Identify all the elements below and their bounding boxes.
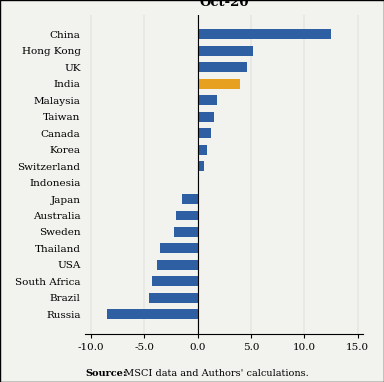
Bar xyxy=(197,46,253,56)
Bar xyxy=(197,62,247,72)
Bar xyxy=(197,178,199,188)
Bar xyxy=(149,293,197,303)
Bar xyxy=(107,309,197,319)
Bar xyxy=(197,112,214,122)
Bar xyxy=(152,277,197,286)
Bar xyxy=(197,96,217,105)
Bar xyxy=(197,145,207,155)
Bar xyxy=(197,29,331,39)
Bar xyxy=(197,79,240,89)
Bar xyxy=(157,260,197,270)
Bar xyxy=(174,227,197,237)
Bar xyxy=(160,243,197,253)
Title: Chart 9: Cumulative Average Return (Actual
$\it{minus}$ Predicted): Between Dec-: Chart 9: Cumulative Average Return (Actu… xyxy=(81,0,367,9)
Bar xyxy=(182,194,197,204)
Bar xyxy=(197,128,212,138)
Bar xyxy=(197,161,205,171)
Text: Source:: Source: xyxy=(85,369,127,378)
Text: MSCI data and Authors' calculations.: MSCI data and Authors' calculations. xyxy=(121,369,308,378)
Bar xyxy=(176,210,197,220)
